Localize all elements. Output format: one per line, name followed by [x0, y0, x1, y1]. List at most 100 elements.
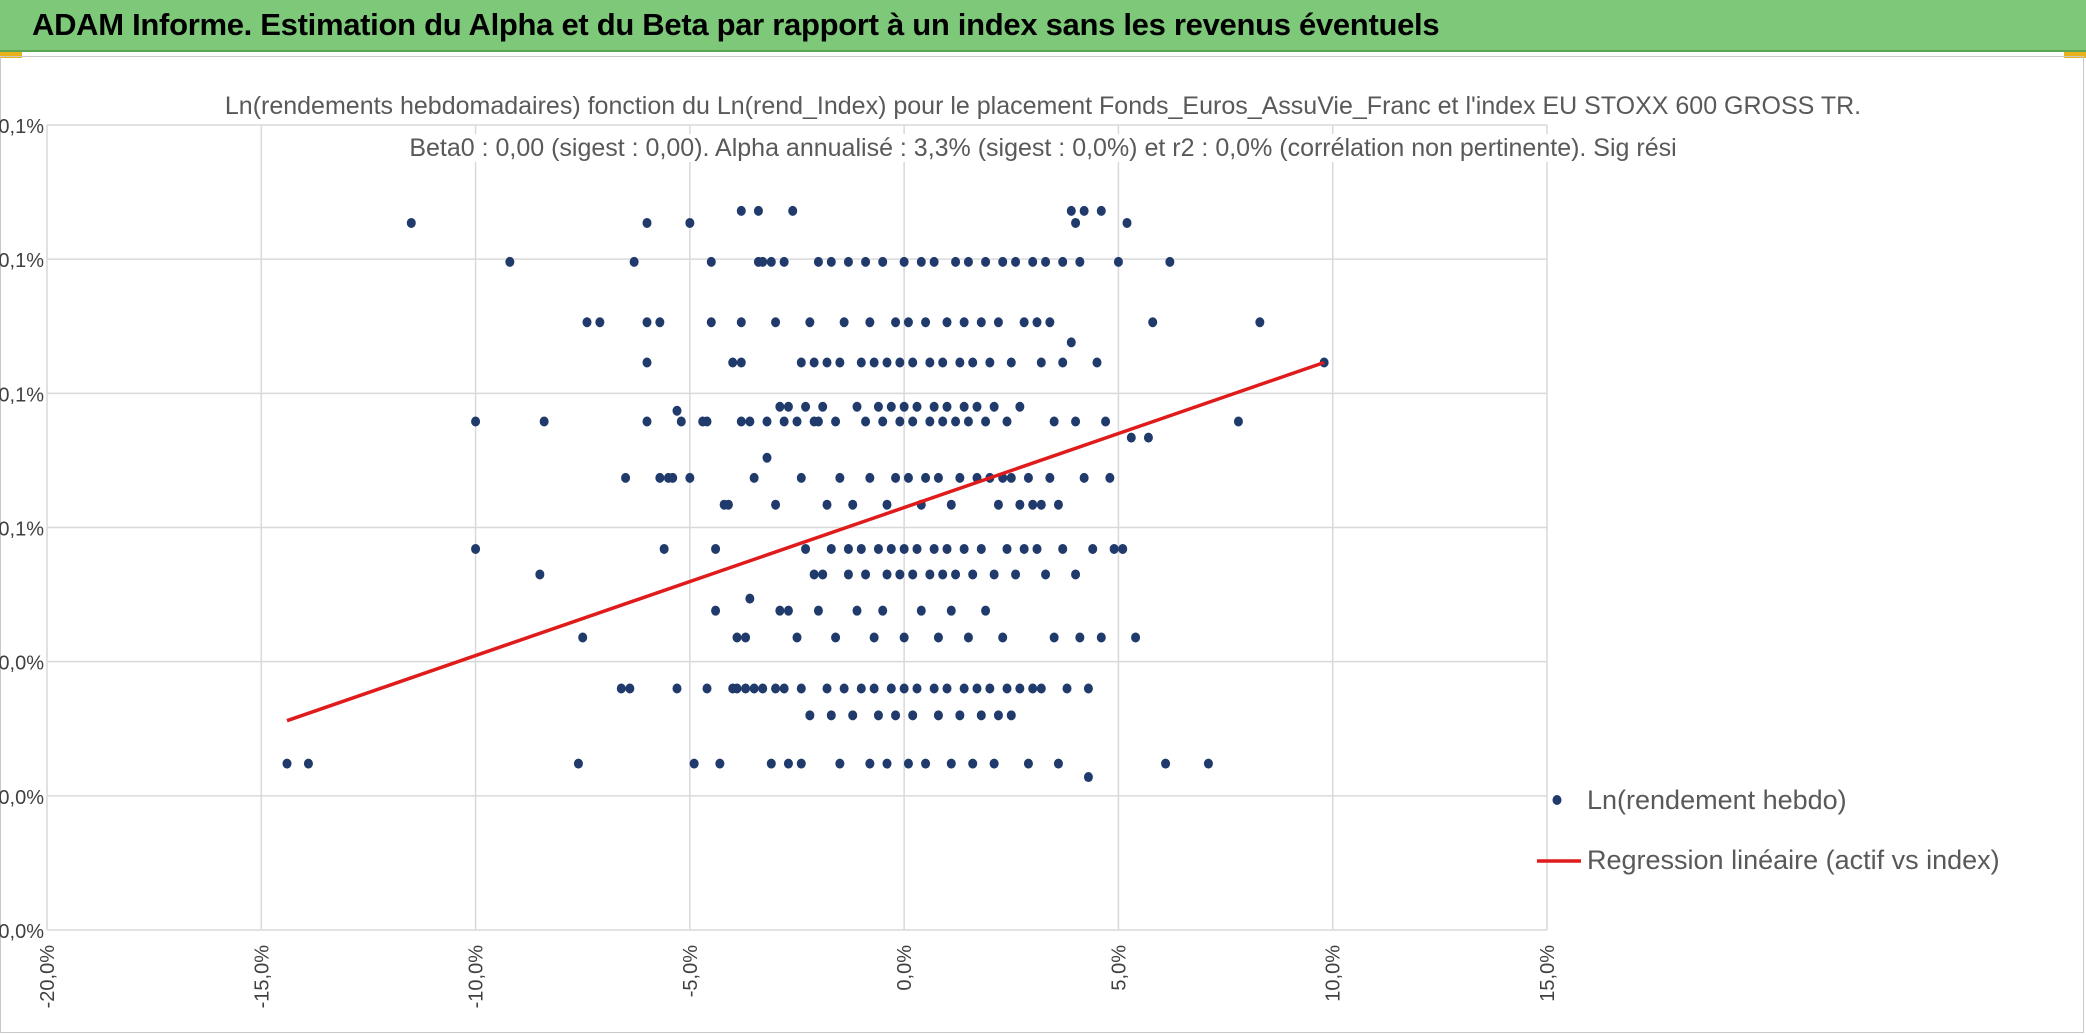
data-point [989, 569, 999, 580]
data-point [903, 472, 913, 483]
x-tick-label: -10,0% [466, 945, 488, 1009]
data-point [831, 632, 841, 643]
data-point [659, 543, 669, 554]
data-point [706, 256, 716, 267]
data-point [1036, 357, 1046, 368]
data-point [655, 317, 665, 328]
data-point [826, 710, 836, 721]
data-point [1131, 632, 1141, 643]
data-point [908, 569, 918, 580]
data-point [869, 357, 879, 368]
data-point [672, 683, 682, 694]
legend-marker-scatter [1552, 795, 1562, 805]
data-point [1006, 710, 1016, 721]
data-point [1109, 543, 1119, 554]
data-point [741, 683, 751, 694]
data-point [805, 710, 815, 721]
data-point [886, 683, 896, 694]
data-point [942, 543, 952, 554]
data-point [916, 605, 926, 616]
data-point [801, 401, 811, 412]
data-point [899, 256, 909, 267]
data-point [946, 605, 956, 616]
data-point [1028, 256, 1038, 267]
data-point [813, 256, 823, 267]
data-point [955, 357, 965, 368]
data-point [998, 256, 1008, 267]
data-point [813, 416, 823, 427]
data-point [1079, 205, 1089, 216]
data-point [1148, 317, 1158, 328]
data-point [471, 416, 481, 427]
data-point [1041, 569, 1051, 580]
data-point [1255, 317, 1265, 328]
data-point [573, 758, 583, 769]
data-point [963, 416, 973, 427]
data-point [899, 543, 909, 554]
data-point [809, 569, 819, 580]
data-point [788, 205, 798, 216]
data-point [878, 605, 888, 616]
data-point [981, 256, 991, 267]
data-point [955, 472, 965, 483]
data-point [1143, 432, 1153, 443]
data-point [732, 632, 742, 643]
x-tick-label: -5,0% [680, 945, 702, 997]
data-point [1015, 401, 1025, 412]
data-point [642, 217, 652, 228]
legend-label-scatter: Ln(rendement hebdo) [1587, 785, 1847, 815]
data-point [886, 543, 896, 554]
data-point [1071, 569, 1081, 580]
data-point [993, 317, 1003, 328]
data-point [1062, 683, 1072, 694]
y-tick-label: 0,0% [0, 787, 44, 809]
data-point [976, 543, 986, 554]
data-point [878, 416, 888, 427]
data-point [745, 593, 755, 604]
data-point [976, 710, 986, 721]
data-point [1101, 416, 1111, 427]
data-point [848, 710, 858, 721]
data-point [539, 416, 549, 427]
data-point [723, 499, 733, 510]
data-point [903, 317, 913, 328]
data-point [1233, 416, 1243, 427]
data-point [1045, 317, 1055, 328]
data-point [985, 683, 995, 694]
data-point [732, 683, 742, 694]
data-point [972, 683, 982, 694]
data-point [745, 416, 755, 427]
data-point [762, 452, 772, 463]
data-point [1002, 683, 1012, 694]
data-point [629, 256, 639, 267]
data-point [1058, 357, 1068, 368]
data-point [993, 499, 1003, 510]
data-point [655, 472, 665, 483]
data-point [783, 401, 793, 412]
y-tick-label: 0,0% [0, 653, 44, 675]
data-point [843, 569, 853, 580]
data-point [1023, 758, 1033, 769]
data-point [951, 569, 961, 580]
data-point [946, 499, 956, 510]
data-point [779, 416, 789, 427]
x-tick-label: 15,0% [1537, 945, 1559, 1002]
data-point [1011, 569, 1021, 580]
data-point [1058, 256, 1068, 267]
data-point [865, 472, 875, 483]
chart-title-line2: Beta0 : 0,00 (sigest : 0,00). Alpha annu… [0, 134, 2086, 163]
data-point [826, 256, 836, 267]
data-point [1036, 683, 1046, 694]
data-point [1019, 543, 1029, 554]
data-point [865, 758, 875, 769]
data-point [895, 357, 905, 368]
data-point [835, 357, 845, 368]
data-point [771, 499, 781, 510]
data-point [621, 472, 631, 483]
data-point [685, 472, 695, 483]
data-point [873, 543, 883, 554]
data-point [1053, 499, 1063, 510]
data-point [938, 357, 948, 368]
data-point [809, 357, 819, 368]
x-tick-label: 10,0% [1323, 945, 1345, 1002]
